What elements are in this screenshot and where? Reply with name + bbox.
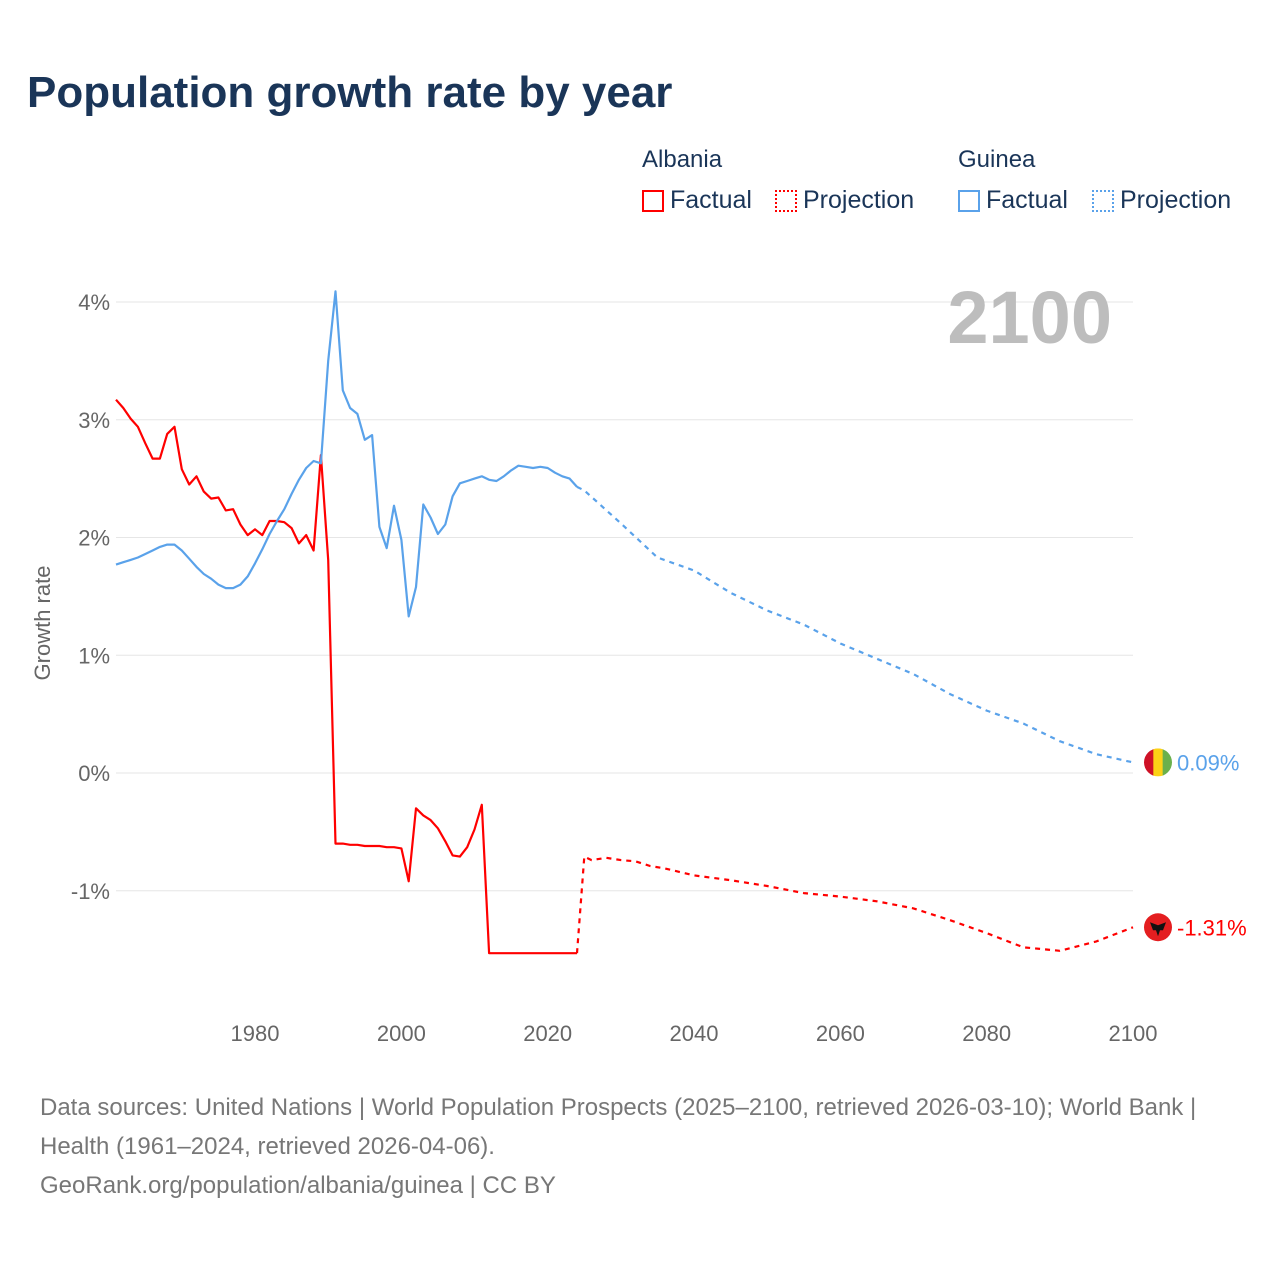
legend-group-albania: Albania	[642, 146, 723, 173]
legend-label: Factual	[986, 186, 1068, 214]
y-tick-label: 1%	[78, 643, 110, 668]
x-tick-label: 2100	[1109, 1021, 1158, 1046]
flag-stripe	[1144, 748, 1154, 777]
series-line-albania-factual	[115, 398, 577, 955]
x-tick-label: 1980	[231, 1021, 280, 1046]
x-tick-label: 2060	[816, 1021, 865, 1046]
flag-stripe	[1153, 748, 1163, 777]
legend-guinea-projection[interactable]: Projection	[1092, 186, 1231, 215]
legend-albania-factual[interactable]: Factual	[642, 186, 752, 215]
y-tick-label: 2%	[78, 526, 110, 551]
legend-label: Projection	[803, 186, 915, 214]
y-tick-label: -1%	[71, 879, 110, 904]
legend-albania-projection[interactable]: Projection	[775, 186, 914, 215]
legend-swatch	[1092, 189, 1114, 212]
legend-guinea-factual[interactable]: Factual	[958, 186, 1068, 215]
chart-title: Population growth rate by year	[27, 68, 673, 117]
series-line-guinea-projection	[576, 485, 1134, 764]
data-sources: Data sources: United Nations | World Pop…	[40, 1094, 1197, 1160]
footer: Data sources: United Nations | World Pop…	[40, 1088, 1240, 1205]
series-line-guinea-factual	[115, 290, 578, 618]
legend-swatch	[775, 189, 797, 212]
y-tick-label: 0%	[78, 761, 110, 786]
flag-stripe	[1162, 748, 1172, 777]
x-tick-label: 2020	[523, 1021, 572, 1046]
legend-label: Projection	[1120, 186, 1232, 214]
end-value-label: -1.31%	[1177, 915, 1247, 940]
legend-swatch	[642, 189, 664, 212]
attribution-link[interactable]: GeoRank.org/population/albania/guinea | …	[40, 1172, 556, 1199]
end-value-label: 0.09%	[1177, 750, 1239, 775]
legend-group-guinea: Guinea	[958, 146, 1036, 173]
y-tick-label: 4%	[78, 290, 110, 315]
x-tick-label: 2040	[670, 1021, 719, 1046]
y-axis-label: Growth rate	[30, 566, 55, 681]
series-line-albania-projection	[575, 855, 1134, 954]
eagle-icon	[1150, 922, 1166, 937]
x-tick-label: 2080	[962, 1021, 1011, 1046]
current-year-label: 2100	[947, 276, 1112, 359]
legend-swatch	[958, 189, 980, 212]
y-tick-label: 3%	[78, 408, 110, 433]
x-tick-label: 2000	[377, 1021, 426, 1046]
legend-label: Factual	[670, 186, 752, 214]
